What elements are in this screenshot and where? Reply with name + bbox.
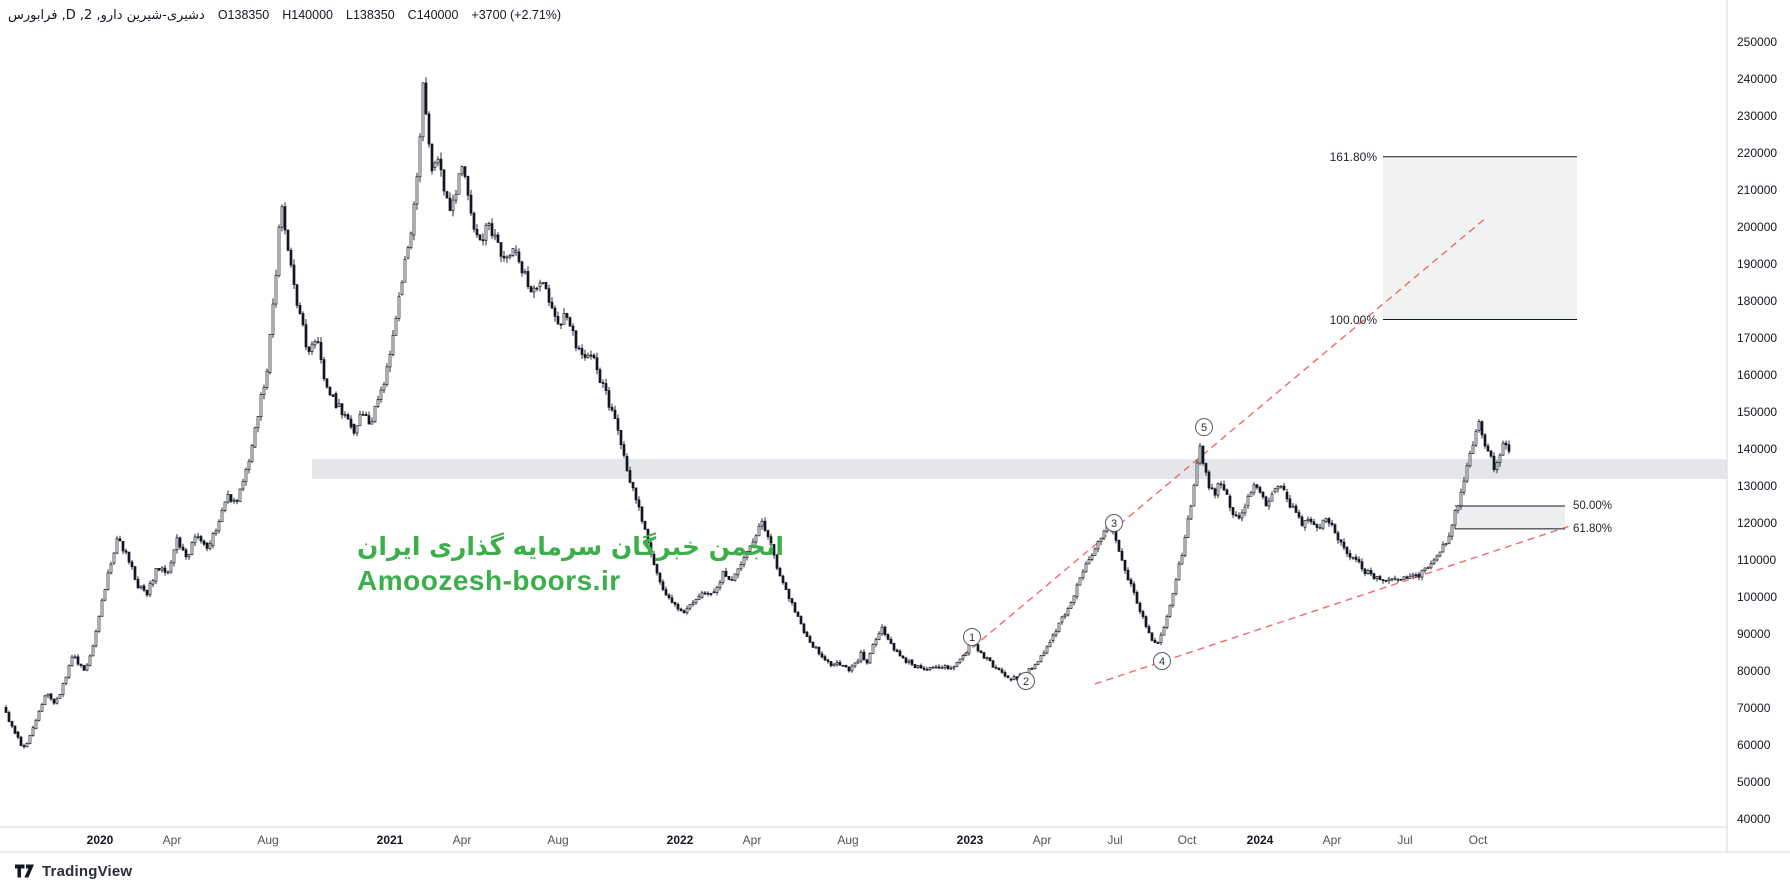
price-tick-210000: 210000 xyxy=(1737,183,1778,197)
time-tick-Apr: Apr xyxy=(1322,833,1342,847)
price-tick-230000: 230000 xyxy=(1737,109,1778,123)
support-resistance-zone[interactable] xyxy=(312,458,1727,479)
price-tick-80000: 80000 xyxy=(1737,664,1771,678)
price-tick-130000: 130000 xyxy=(1737,479,1778,493)
time-tick-2023: 2023 xyxy=(956,833,984,847)
price-tick-150000: 150000 xyxy=(1737,405,1778,419)
time-tick-Apr: Apr xyxy=(1032,833,1052,847)
price-tick-100000: 100000 xyxy=(1737,590,1778,604)
time-tick-2022: 2022 xyxy=(666,833,694,847)
price-tick-50000: 50000 xyxy=(1737,775,1771,789)
fib-retracement-band[interactable] xyxy=(1455,505,1565,529)
fib-extension-box[interactable] xyxy=(1383,156,1577,320)
price-tick-220000: 220000 xyxy=(1737,146,1778,160)
symbol-title[interactable]: دشیری-شیرین دارو, 2, D, فرابورس xyxy=(8,8,205,23)
legend-close-value: C140000 xyxy=(407,8,459,22)
wave-label-4[interactable]: 4 xyxy=(1153,652,1171,671)
tradingview-brand-text[interactable]: TradingView xyxy=(42,862,133,880)
time-tick-2021: 2021 xyxy=(376,833,404,847)
time-tick-Jul: Jul xyxy=(1107,833,1123,847)
time-tick-Aug: Aug xyxy=(547,833,569,847)
svg-text:1: 1 xyxy=(969,632,975,644)
fib-retracement-label-61.80%: 61.80% xyxy=(1573,522,1613,535)
time-tick-Oct: Oct xyxy=(1177,833,1197,847)
svg-text:5: 5 xyxy=(1201,422,1207,434)
price-tick-60000: 60000 xyxy=(1737,738,1771,752)
svg-text:2: 2 xyxy=(1023,676,1029,688)
time-tick-2024: 2024 xyxy=(1246,833,1274,847)
svg-text:4: 4 xyxy=(1159,656,1165,668)
time-tick-Jul: Jul xyxy=(1397,833,1413,847)
symbol-legend[interactable]: دشیری-شیرین دارو, 2, D, فرابورس O138350 … xyxy=(8,8,561,26)
legend-change-value: +3700 (+2.71%) xyxy=(471,8,562,22)
time-tick-Apr: Apr xyxy=(452,833,472,847)
candlesticks xyxy=(4,77,1511,749)
time-tick-Aug: Aug xyxy=(257,833,279,847)
price-tick-110000: 110000 xyxy=(1737,553,1777,567)
price-tick-160000: 160000 xyxy=(1737,368,1778,382)
price-tick-120000: 120000 xyxy=(1737,516,1778,530)
wave-label-2[interactable]: 2 xyxy=(1017,671,1035,690)
footer-branding[interactable]: TradingView xyxy=(14,861,132,881)
price-tick-170000: 170000 xyxy=(1737,331,1778,345)
time-tick-Aug: Aug xyxy=(837,833,859,847)
price-tick-190000: 190000 xyxy=(1737,257,1778,271)
price-tick-240000: 240000 xyxy=(1737,72,1778,86)
price-tick-70000: 70000 xyxy=(1737,701,1771,715)
price-tick-140000: 140000 xyxy=(1737,442,1778,456)
time-tick-Apr: Apr xyxy=(742,833,762,847)
trendline-1[interactable] xyxy=(962,216,1488,656)
wave-label-3[interactable]: 3 xyxy=(1105,514,1123,532)
legend-low-value: L138350 xyxy=(346,8,395,22)
time-tick-Oct: Oct xyxy=(1468,833,1488,847)
price-tick-180000: 180000 xyxy=(1737,294,1778,308)
price-tick-250000: 250000 xyxy=(1737,35,1778,49)
fib-extension-label-161.80%: 161.80% xyxy=(1329,149,1377,164)
legend-open-value: O138350 xyxy=(217,8,270,22)
wave-label-1[interactable]: 1 xyxy=(963,627,981,646)
price-tick-200000: 200000 xyxy=(1737,220,1778,234)
svg-text:3: 3 xyxy=(1111,518,1117,530)
price-tick-40000: 40000 xyxy=(1737,812,1771,826)
fib-retracement-label-50.00%: 50.00% xyxy=(1573,499,1613,512)
tradingview-logo-icon[interactable] xyxy=(14,861,35,881)
time-tick-2020: 2020 xyxy=(86,833,114,847)
time-tick-Apr: Apr xyxy=(162,833,182,847)
wave-label-5[interactable]: 5 xyxy=(1195,418,1213,437)
price-tick-90000: 90000 xyxy=(1737,627,1771,641)
fib-extension-label-100.00%: 100.00% xyxy=(1329,312,1377,327)
legend-high-value: H140000 xyxy=(282,8,333,22)
